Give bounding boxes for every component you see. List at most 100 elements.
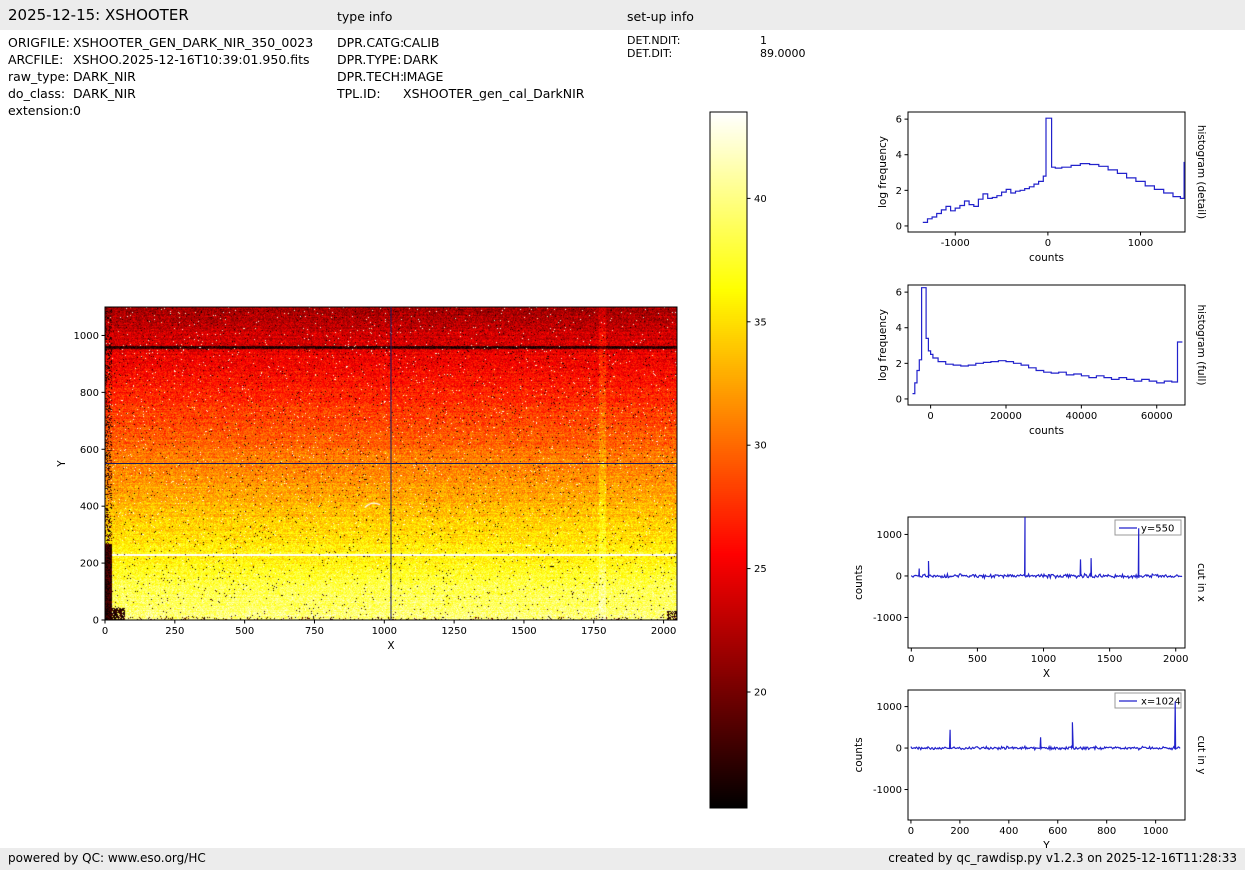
svg-text:1250: 1250 xyxy=(441,626,466,637)
meta-value: DARK_NIR xyxy=(73,86,136,101)
meta-row-dprtype: DPR.TYPE:DARK xyxy=(337,51,584,68)
meta-label: DET.NDIT: xyxy=(627,34,760,47)
svg-text:histogram (full): histogram (full) xyxy=(1195,305,1207,386)
svg-text:1000: 1000 xyxy=(1031,654,1056,665)
meta-value: DARK xyxy=(403,52,438,67)
histogram-detail-plot: -1000010000246countslog frequencyhistogr… xyxy=(908,112,1185,232)
meta-value: XSHOOTER_gen_cal_DarkNIR xyxy=(403,86,584,101)
type-info-block: DPR.CATG:CALIB DPR.TYPE:DARK DPR.TECH:IM… xyxy=(337,34,584,102)
svg-text:20: 20 xyxy=(754,688,767,699)
svg-text:1000: 1000 xyxy=(1143,826,1168,837)
meta-row-dprcatg: DPR.CATG:CALIB xyxy=(337,34,584,51)
svg-text:4: 4 xyxy=(896,323,902,334)
svg-text:1000: 1000 xyxy=(1128,238,1153,249)
svg-text:600: 600 xyxy=(1048,826,1067,837)
svg-text:log frequency: log frequency xyxy=(877,309,889,381)
meta-value: XSHOOTER_GEN_DARK_NIR_350_0023 xyxy=(73,35,313,50)
page-title: 2025-12-15: XSHOOTER xyxy=(8,6,189,24)
svg-text:400: 400 xyxy=(80,502,99,513)
meta-label: DPR.TECH: xyxy=(337,68,403,85)
detector-image-axes: 0250500750100012501500175020000200400600… xyxy=(105,307,677,620)
meta-value: CALIB xyxy=(403,35,440,50)
svg-text:Y: Y xyxy=(56,460,68,468)
svg-text:counts: counts xyxy=(853,737,865,772)
meta-row-dprtech: DPR.TECH:IMAGE xyxy=(337,68,584,85)
setup-info-block: DET.NDIT:1 DET.DIT:89.0000 xyxy=(627,34,806,60)
meta-label: ARCFILE: xyxy=(8,51,73,68)
svg-text:25: 25 xyxy=(754,564,767,575)
meta-value: 0 xyxy=(73,103,81,118)
svg-text:counts: counts xyxy=(853,565,865,600)
svg-text:X: X xyxy=(387,640,394,652)
svg-text:40000: 40000 xyxy=(1065,411,1097,422)
meta-row-rawtype: raw_type:DARK_NIR xyxy=(8,68,313,85)
cut-in-y-svg: 02004006008001000-100001000Ycountscut in… xyxy=(908,690,1185,820)
svg-text:-1000: -1000 xyxy=(873,785,902,796)
svg-text:750: 750 xyxy=(305,626,324,637)
svg-text:0: 0 xyxy=(102,626,108,637)
svg-text:0: 0 xyxy=(908,826,914,837)
svg-text:1500: 1500 xyxy=(511,626,536,637)
svg-text:800: 800 xyxy=(80,388,99,399)
histogram-detail-svg: -1000010000246countslog frequencyhistogr… xyxy=(908,112,1185,232)
meta-row-detdit: DET.DIT:89.0000 xyxy=(627,47,806,60)
svg-text:800: 800 xyxy=(1097,826,1116,837)
meta-value: XSHOO.2025-12-16T10:39:01.950.fits xyxy=(73,52,310,67)
colorbar-axis: 2025303540 xyxy=(710,112,747,808)
setup-info-heading: set-up info xyxy=(627,9,694,24)
svg-text:1750: 1750 xyxy=(581,626,606,637)
svg-text:200: 200 xyxy=(80,559,99,570)
meta-row-origfile: ORIGFILE:XSHOOTER_GEN_DARK_NIR_350_0023 xyxy=(8,34,313,51)
meta-label: ORIGFILE: xyxy=(8,34,73,51)
svg-text:1000: 1000 xyxy=(877,702,902,713)
svg-text:2000: 2000 xyxy=(651,626,676,637)
meta-row-tplid: TPL.ID:XSHOOTER_gen_cal_DarkNIR xyxy=(337,85,584,102)
svg-text:0: 0 xyxy=(896,744,902,755)
cut-in-x-plot: 0500100015002000-100001000Xcountscut in … xyxy=(908,517,1185,648)
svg-text:0: 0 xyxy=(896,394,902,405)
meta-label: do_class: xyxy=(8,85,73,102)
svg-text:X: X xyxy=(1043,668,1050,680)
svg-text:6: 6 xyxy=(896,115,902,126)
histogram-full-plot: 02000040000600000246countslog frequencyh… xyxy=(908,285,1185,405)
footer-created-by: created by qc_rawdisp.py v1.2.3 on 2025-… xyxy=(888,851,1237,865)
svg-text:60000: 60000 xyxy=(1141,411,1173,422)
meta-label: raw_type: xyxy=(8,68,73,85)
svg-text:0: 0 xyxy=(896,571,902,582)
type-info-heading: type info xyxy=(337,9,392,24)
meta-label: DPR.TYPE: xyxy=(337,51,403,68)
svg-text:1500: 1500 xyxy=(1097,654,1122,665)
meta-row-detndit: DET.NDIT:1 xyxy=(627,34,806,47)
svg-text:200: 200 xyxy=(950,826,969,837)
svg-text:0: 0 xyxy=(908,654,914,665)
meta-label: extension: xyxy=(8,102,73,119)
cut-in-y-plot: 02004006008001000-100001000Ycountscut in… xyxy=(908,690,1185,820)
colorbar: 2025303540 xyxy=(710,112,747,808)
meta-value: 1 xyxy=(760,34,767,47)
svg-text:400: 400 xyxy=(999,826,1018,837)
svg-text:500: 500 xyxy=(235,626,254,637)
meta-value: DARK_NIR xyxy=(73,69,136,84)
meta-value: 89.0000 xyxy=(760,47,806,60)
meta-label: DPR.CATG: xyxy=(337,34,403,51)
meta-label: DET.DIT: xyxy=(627,47,760,60)
svg-text:0: 0 xyxy=(896,221,902,232)
svg-text:-1000: -1000 xyxy=(941,238,970,249)
svg-text:30: 30 xyxy=(754,441,767,452)
svg-text:500: 500 xyxy=(968,654,987,665)
meta-row-extension: extension:0 xyxy=(8,102,313,119)
histogram-full-svg: 02000040000600000246countslog frequencyh… xyxy=(908,285,1185,405)
meta-row-arcfile: ARCFILE:XSHOO.2025-12-16T10:39:01.950.fi… xyxy=(8,51,313,68)
svg-text:0: 0 xyxy=(927,411,933,422)
svg-text:counts: counts xyxy=(1029,252,1064,264)
svg-text:4: 4 xyxy=(896,150,902,161)
meta-row-doclass: do_class:DARK_NIR xyxy=(8,85,313,102)
svg-text:1000: 1000 xyxy=(74,331,99,342)
svg-text:0: 0 xyxy=(1045,238,1051,249)
svg-text:6: 6 xyxy=(896,288,902,299)
svg-text:40: 40 xyxy=(754,194,767,205)
svg-text:1000: 1000 xyxy=(372,626,397,637)
file-metadata-block: ORIGFILE:XSHOOTER_GEN_DARK_NIR_350_0023 … xyxy=(8,34,313,119)
svg-text:histogram (detail): histogram (detail) xyxy=(1195,125,1207,219)
svg-text:35: 35 xyxy=(754,317,767,328)
